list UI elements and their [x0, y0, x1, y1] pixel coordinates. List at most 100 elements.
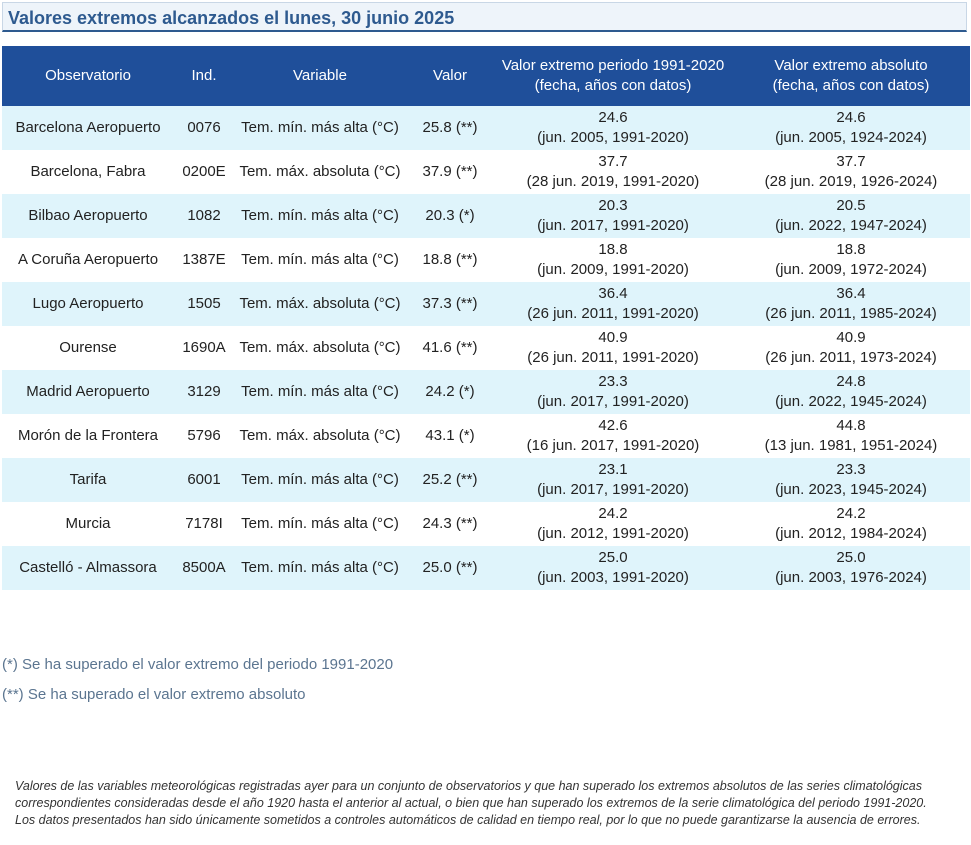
- cell-ind: 3129: [174, 370, 234, 414]
- footnote-absoluto: (**) Se ha superado el valor extremo abs…: [2, 686, 306, 703]
- cell-extremo-periodo-info: (jun. 2003, 1991-2020): [537, 569, 689, 586]
- cell-extremo-periodo-info: (jun. 2012, 1991-2020): [537, 525, 689, 542]
- cell-valor: 37.3 (**): [406, 282, 494, 326]
- table-row: Bilbao Aeropuerto 1082 Tem. mín. más alta …: [2, 194, 970, 238]
- cell-variable: Tem. mín. más alta (°C): [234, 194, 406, 238]
- cell-extremo-absoluto-value: 24.2: [836, 505, 866, 522]
- cell-ind: 0076: [174, 106, 234, 150]
- cell-extremo-absoluto-info: (jun. 2023, 1945-2024): [775, 481, 927, 498]
- header-valor-extremo-periodo: Valor extremo periodo 1991-2020 (fecha, …: [494, 46, 732, 106]
- cell-extremo-absoluto-info: (jun. 2009, 1972-2024): [775, 261, 927, 278]
- header-ind: Ind.: [174, 46, 234, 106]
- cell-extremo-absoluto-info: (13 jun. 1981, 1951-2024): [764, 437, 938, 454]
- cell-extremo-absoluto-info: (jun. 2012, 1984-2024): [775, 525, 927, 542]
- cell-extremo-absoluto: 40.9 (26 jun. 2011, 1973-2024): [732, 326, 970, 370]
- cell-ind: 8500A: [174, 546, 234, 590]
- table-row: Tarifa 6001 Tem. mín. más alta (°C) 25.2 (*…: [2, 458, 970, 502]
- cell-extremo-periodo-info: (16 jun. 2017, 1991-2020): [526, 437, 700, 454]
- table-row: Morón de la Frontera 5796 Tem. máx. absolu…: [2, 414, 970, 458]
- header-variable: Variable: [234, 46, 406, 106]
- cell-valor: 25.8 (**): [406, 106, 494, 150]
- cell-extremo-absoluto: 25.0 (jun. 2003, 1976-2024): [732, 546, 970, 590]
- cell-variable: Tem. mín. más alta (°C): [234, 238, 406, 282]
- cell-extremo-periodo: 23.3 (jun. 2017, 1991-2020): [494, 370, 732, 414]
- cell-extremo-absoluto: 24.2 (jun. 2012, 1984-2024): [732, 502, 970, 546]
- table-row: Lugo Aeropuerto 1505 Tem. máx. absoluta (°…: [2, 282, 970, 326]
- title-bar: Valores extremos alcanzados el lunes, 30…: [2, 2, 967, 32]
- cell-extremo-absoluto: 36.4 (26 jun. 2011, 1985-2024): [732, 282, 970, 326]
- disclaimer: Valores de las variables meteorológicas …: [15, 778, 965, 829]
- table-row: Barcelona, Fabra 0200E Tem. máx. absoluta …: [2, 150, 970, 194]
- cell-extremo-periodo-info: (jun. 2017, 1991-2020): [537, 481, 689, 498]
- table-header-row: Observatorio Ind. Variable Valor Valor e…: [2, 46, 970, 106]
- cell-extremo-periodo-value: 23.3: [598, 373, 628, 390]
- cell-extremo-periodo-info: (26 jun. 2011, 1991-2020): [527, 305, 699, 322]
- cell-extremo-absoluto-value: 20.5: [836, 197, 866, 214]
- cell-extremo-absoluto: 44.8 (13 jun. 1981, 1951-2024): [732, 414, 970, 458]
- header-periodo-line2: (fecha, años con datos): [534, 77, 692, 94]
- table-row: Barcelona Aeropuerto 0076 Tem. mín. más al…: [2, 106, 970, 150]
- cell-extremo-absoluto-value: 23.3: [836, 461, 866, 478]
- cell-variable: Tem. máx. absoluta (°C): [234, 282, 406, 326]
- cell-observatorio: Castelló - Almassora: [2, 546, 174, 590]
- cell-extremo-periodo: 23.1 (jun. 2017, 1991-2020): [494, 458, 732, 502]
- cell-extremo-periodo: 25.0 (jun. 2003, 1991-2020): [494, 546, 732, 590]
- cell-extremo-absoluto-value: 40.9: [836, 329, 866, 346]
- cell-observatorio: Murcia: [2, 502, 174, 546]
- cell-variable: Tem. mín. más alta (°C): [234, 502, 406, 546]
- cell-extremo-absoluto-info: (26 jun. 2011, 1973-2024): [765, 349, 937, 366]
- cell-variable: Tem. máx. absoluta (°C): [234, 150, 406, 194]
- table-row: Madrid Aeropuerto 3129 Tem. mín. más alta …: [2, 370, 970, 414]
- cell-extremo-periodo-info: (26 jun. 2011, 1991-2020): [527, 349, 699, 366]
- cell-ind: 1505: [174, 282, 234, 326]
- cell-extremo-periodo-info: (jun. 2017, 1991-2020): [537, 217, 689, 234]
- disclaimer-paragraph: Valores de las variables meteorológicas …: [15, 779, 927, 810]
- cell-valor: 25.2 (**): [406, 458, 494, 502]
- cell-extremo-absoluto-info: (jun. 2005, 1924-2024): [775, 129, 927, 146]
- cell-extremo-periodo-value: 23.1: [598, 461, 628, 478]
- cell-ind: 5796: [174, 414, 234, 458]
- table-row: Murcia 7178I Tem. mín. más alta (°C) 24.3 (…: [2, 502, 970, 546]
- cell-extremo-periodo: 36.4 (26 jun. 2011, 1991-2020): [494, 282, 732, 326]
- cell-valor: 43.1 (*): [406, 414, 494, 458]
- cell-extremo-periodo-value: 37.7: [598, 153, 628, 170]
- cell-ind: 7178I: [174, 502, 234, 546]
- cell-extremo-absoluto: 23.3 (jun. 2023, 1945-2024): [732, 458, 970, 502]
- cell-observatorio: Madrid Aeropuerto: [2, 370, 174, 414]
- table-row: Ourense 1690A Tem. máx. absoluta (°C) 41.6 …: [2, 326, 970, 370]
- cell-extremo-absoluto-info: (jun. 2022, 1945-2024): [775, 393, 927, 410]
- cell-extremo-periodo-value: 42.6: [598, 417, 628, 434]
- header-valor-extremo-absoluto: Valor extremo absoluto (fecha, años con …: [732, 46, 970, 106]
- cell-extremo-periodo-info: (28 jun. 2019, 1991-2020): [526, 173, 700, 190]
- cell-extremo-periodo-info: (jun. 2017, 1991-2020): [537, 393, 689, 410]
- cell-ind: 1690A: [174, 326, 234, 370]
- header-periodo-line1: Valor extremo periodo 1991-2020: [501, 57, 725, 74]
- cell-extremo-periodo-value: 25.0: [598, 549, 628, 566]
- cell-extremo-absoluto-value: 25.0: [836, 549, 866, 566]
- cell-valor: 25.0 (**): [406, 546, 494, 590]
- cell-extremo-periodo-value: 18.8: [598, 241, 628, 258]
- table-body: Barcelona Aeropuerto 0076 Tem. mín. más al…: [2, 106, 970, 590]
- header-observatorio: Observatorio: [2, 46, 174, 106]
- extremes-table: Observatorio Ind. Variable Valor Valor e…: [2, 46, 970, 590]
- cell-observatorio: Ourense: [2, 326, 174, 370]
- table-row: Castelló - Almassora 8500A Tem. mín. más a…: [2, 546, 970, 590]
- cell-variable: Tem. máx. absoluta (°C): [234, 326, 406, 370]
- cell-ind: 1082: [174, 194, 234, 238]
- cell-extremo-periodo: 42.6 (16 jun. 2017, 1991-2020): [494, 414, 732, 458]
- cell-variable: Tem. mín. más alta (°C): [234, 370, 406, 414]
- cell-extremo-periodo: 20.3 (jun. 2017, 1991-2020): [494, 194, 732, 238]
- cell-observatorio: Bilbao Aeropuerto: [2, 194, 174, 238]
- cell-variable: Tem. mín. más alta (°C): [234, 458, 406, 502]
- cell-observatorio: Tarifa: [2, 458, 174, 502]
- cell-extremo-absoluto-info: (jun. 2003, 1976-2024): [775, 569, 927, 586]
- footnote-periodo: (*) Se ha superado el valor extremo del …: [2, 656, 394, 673]
- cell-extremo-periodo-value: 40.9: [598, 329, 628, 346]
- cell-valor: 20.3 (*): [406, 194, 494, 238]
- cell-extremo-periodo-value: 36.4: [598, 285, 628, 302]
- cell-extremo-absoluto-value: 44.8: [836, 417, 866, 434]
- header-absoluto-line1: Valor extremo absoluto: [774, 57, 928, 74]
- footnotes: (*) Se ha superado el valor extremo del …: [2, 654, 393, 714]
- cell-extremo-absoluto-value: 24.6: [836, 109, 866, 126]
- cell-extremo-absoluto: 24.8 (jun. 2022, 1945-2024): [732, 370, 970, 414]
